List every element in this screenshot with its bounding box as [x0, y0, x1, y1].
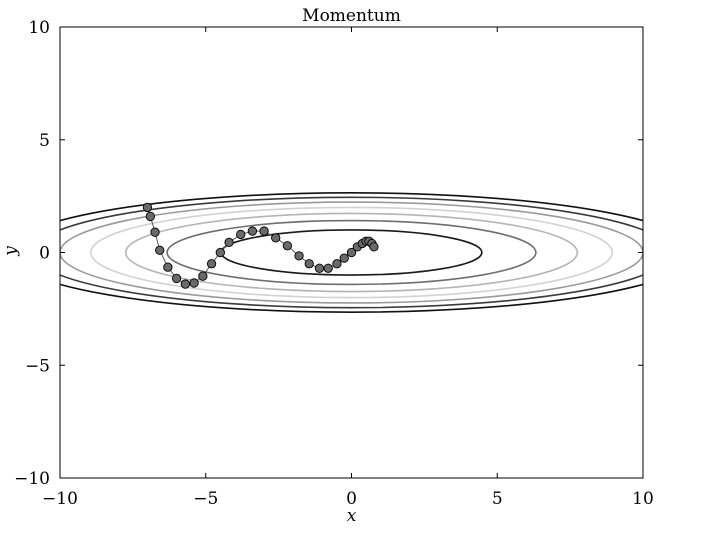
contour-line-4: [89, 206, 614, 299]
x-tick-label: 0: [346, 489, 357, 509]
trajectory-point: [180, 279, 190, 289]
contour-line-7: [60, 192, 643, 313]
y-tick-label: 10: [28, 18, 50, 38]
trajectory-point: [247, 226, 258, 236]
trajectory-point: [215, 247, 225, 258]
trajectory-point: [304, 259, 314, 269]
trajectory-point: [294, 251, 304, 261]
trajectory-point: [150, 227, 160, 237]
trajectory-point: [323, 263, 333, 273]
x-tick-label: −5: [193, 489, 218, 509]
x-tick-label: 10: [632, 489, 654, 509]
x-tick-label: −10: [42, 489, 78, 509]
trajectory-point: [189, 278, 199, 288]
trajectory-point: [271, 233, 281, 243]
trajectory-point: [145, 211, 156, 222]
x-axis-label: x: [347, 506, 357, 526]
trajectory-point: [314, 263, 325, 273]
axis-ticks: −10 −5 0 5 10 −10 −5 0 5 10: [14, 18, 654, 509]
chart-title: Momentum: [302, 6, 401, 26]
trajectory-point: [206, 259, 217, 269]
y-tick-label: −10: [14, 469, 50, 489]
contour-line-3: [124, 212, 579, 293]
trajectory-point: [224, 237, 234, 248]
trajectory-point: [198, 271, 208, 281]
y-tick-label: −5: [25, 356, 50, 376]
trajectory-point: [339, 253, 349, 263]
y-tick-label: 0: [39, 244, 50, 264]
x-tick-label: 5: [492, 489, 503, 509]
trajectory-point: [346, 247, 357, 258]
contour-line-2: [166, 219, 537, 286]
y-tick-label: 5: [39, 131, 50, 151]
contour-line-5: [60, 201, 643, 304]
trajectory-point: [332, 259, 342, 269]
trajectory-point: [163, 262, 173, 272]
trajectory-point: [236, 229, 246, 240]
trajectory-point: [282, 241, 293, 251]
trajectory-point: [259, 226, 269, 236]
contour-lines: [60, 192, 643, 313]
trajectory-point: [155, 245, 165, 255]
trajectory: [142, 202, 379, 289]
contour-line-6: [60, 196, 643, 309]
trajectory-point: [369, 242, 379, 252]
trajectory-point: [171, 273, 182, 284]
y-axis-label: y: [1, 246, 21, 257]
trajectory-point: [142, 202, 153, 213]
